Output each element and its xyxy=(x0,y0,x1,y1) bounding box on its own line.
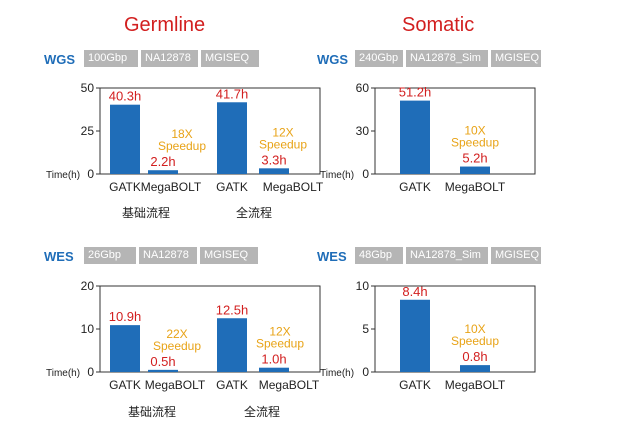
germline-wes-bar-3 xyxy=(259,367,289,372)
germline-wgs-tag-2: NA12878 xyxy=(141,50,198,67)
germline-wes-sub-label-full: 全流程 xyxy=(243,405,280,419)
germline-wes-bar-0 xyxy=(110,325,140,372)
somatic-wes-label: WES xyxy=(317,249,347,264)
somatic-wes-speedup-annotation-0-line-1: Speedup xyxy=(451,334,499,348)
germline-wgs-sub-label-full: 全流程 xyxy=(235,206,272,220)
germline-wes-speedup-annotation-1-line-0: 12X xyxy=(269,325,290,339)
germline-wes-value-label-0: 10.9h xyxy=(109,309,142,324)
somatic-wes-tag-2: NA12878_Sim xyxy=(406,247,488,264)
somatic-wes-value-label-1: 0.8h xyxy=(462,349,487,364)
germline-wes-value-label-1: 0.5h xyxy=(150,354,175,369)
germline-wes-value-label-3: 1.0h xyxy=(261,352,286,367)
somatic-wes-ytick-label-1: 5 xyxy=(362,322,369,336)
germline-wgs-speedup-annotation-0-line-1: Speedup xyxy=(158,139,206,153)
germline-wes-tag-2: NA12878 xyxy=(139,247,197,264)
somatic-wes-bar-0 xyxy=(400,299,430,372)
somatic-wes-tag-1: 48Gbp xyxy=(355,247,403,264)
germline-wes-category-label-0: GATK xyxy=(109,378,141,392)
germline-header: Germline xyxy=(124,14,206,36)
somatic-wes-category-label-1: MegaBOLT xyxy=(445,378,506,392)
somatic-wes-bar-1 xyxy=(460,365,490,372)
somatic-wgs-tag-2: NA12878_Sim xyxy=(406,50,488,67)
germline-wes-speedup-annotation-1-line-1: Speedup xyxy=(256,337,304,351)
somatic-wgs-bar-0 xyxy=(400,100,430,174)
germline-wes-tag-3: MGISEQ xyxy=(200,247,258,264)
germline-wgs-speedup-annotation-0-line-0: 18X xyxy=(171,127,192,141)
germline-wgs-ytick-label-1: 25 xyxy=(81,124,95,138)
germline-wes-speedup-annotation-0-line-0: 22X xyxy=(166,327,187,341)
germline-wgs-sub-label-basic: 基础流程 xyxy=(121,206,170,220)
germline-wgs-bar-1 xyxy=(148,170,178,174)
germline-wes-speedup-annotation-0-line-1: Speedup xyxy=(153,339,201,353)
germline-wes-value-label-2: 12.5h xyxy=(216,302,249,317)
somatic-wes-ytick-label-2: 10 xyxy=(356,279,370,293)
germline-wgs-speedup-annotation-1-line-1: Speedup xyxy=(259,137,307,151)
germline-wes-ytick-label-2: 20 xyxy=(81,279,95,293)
somatic-wgs-ytick-label-1: 30 xyxy=(356,124,370,138)
germline-wgs-ylabel: Time(h) xyxy=(46,170,80,181)
somatic-wgs-speedup-annotation-0-line-1: Speedup xyxy=(451,136,499,150)
somatic-wgs-bar-1 xyxy=(460,166,490,174)
somatic-wgs-plot-frame xyxy=(374,87,536,175)
germline-wes-label: WES xyxy=(44,249,74,264)
germline-wes-category-label-1: MegaBOLT xyxy=(145,378,206,392)
germline-wes-sub-label-basic: 基础流程 xyxy=(127,405,176,419)
somatic-header: Somatic xyxy=(402,14,475,36)
somatic-wgs-ytick-label-0: 0 xyxy=(362,167,369,181)
germline-wgs-tag-3: MGISEQ xyxy=(201,50,259,67)
germline-wes-tag-1: 26Gbp xyxy=(84,247,136,264)
somatic-wgs-ylabel: Time(h) xyxy=(320,170,354,181)
somatic-wgs-value-label-1: 5.2h xyxy=(462,151,487,166)
germline-wgs-speedup-annotation-1-line-0: 12X xyxy=(272,125,293,139)
somatic-wes-ylabel: Time(h) xyxy=(320,368,354,379)
somatic-wes-ytick-label-0: 0 xyxy=(362,365,369,379)
germline-wes-ylabel: Time(h) xyxy=(46,368,80,379)
somatic-wes-tag-3: MGISEQ xyxy=(491,247,541,264)
somatic-wgs-tag-3: MGISEQ xyxy=(491,50,541,67)
somatic-wgs-category-label-1: MegaBOLT xyxy=(445,180,506,194)
germline-wes-category-label-3: MegaBOLT xyxy=(259,378,320,392)
somatic-wgs-tag-1: 240Gbp xyxy=(355,50,403,67)
somatic-wgs-speedup-annotation-0-line-0: 10X xyxy=(464,124,485,138)
germline-wgs-bar-3 xyxy=(259,168,289,174)
somatic-wes-category-label-0: GATK xyxy=(399,378,431,392)
somatic-wes-plot-frame xyxy=(374,285,536,373)
germline-wgs-bar-2 xyxy=(217,102,247,174)
somatic-wes-value-label-0: 8.4h xyxy=(402,284,427,299)
somatic-wgs-value-label-0: 51.2h xyxy=(399,85,432,100)
germline-wes-ytick-label-0: 0 xyxy=(87,365,94,379)
somatic-wgs-label: WGS xyxy=(317,52,349,67)
germline-wgs-value-label-3: 3.3h xyxy=(261,152,286,167)
germline-wgs-category-label-1: MegaBOLT xyxy=(141,180,202,194)
germline-wes-bar-2 xyxy=(217,318,247,372)
somatic-wgs-ytick-label-2: 60 xyxy=(356,81,370,95)
germline-wgs-tag-1: 100Gbp xyxy=(84,50,138,67)
germline-wgs-ytick-label-0: 0 xyxy=(87,167,94,181)
germline-wes-bar-1 xyxy=(148,369,178,372)
germline-wgs-category-label-3: MegaBOLT xyxy=(263,180,324,194)
germline-wgs-ytick-label-2: 50 xyxy=(81,81,95,95)
somatic-wes-speedup-annotation-0-line-0: 10X xyxy=(464,322,485,336)
germline-wgs-category-label-0: GATK xyxy=(109,180,141,194)
germline-wgs-value-label-2: 41.7h xyxy=(216,86,249,101)
germline-wgs-value-label-0: 40.3h xyxy=(109,89,142,104)
somatic-wgs-category-label-0: GATK xyxy=(399,180,431,194)
germline-wgs-bar-0 xyxy=(110,104,140,174)
germline-wes-ytick-label-1: 10 xyxy=(81,322,95,336)
germline-wgs-category-label-2: GATK xyxy=(216,180,248,194)
germline-wgs-label: WGS xyxy=(44,52,76,67)
germline-wes-category-label-2: GATK xyxy=(216,378,248,392)
germline-wgs-value-label-1: 2.2h xyxy=(150,154,175,169)
